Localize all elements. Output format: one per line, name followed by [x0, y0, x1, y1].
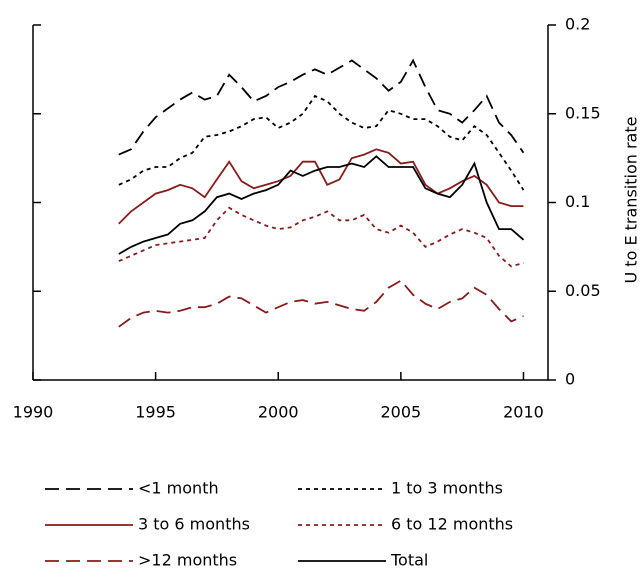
series-line: [118, 279, 524, 328]
legend-label: 1 to 3 months: [391, 479, 503, 498]
legend-label: 3 to 6 months: [138, 515, 250, 534]
y-axis-label: U to E transition rate: [622, 117, 641, 284]
x-tick-label: 2000: [258, 403, 299, 422]
series-line: [118, 148, 524, 225]
y-tick-label: 0.1: [565, 192, 590, 211]
y-tick-label: 0.05: [565, 281, 601, 300]
series-line: [118, 206, 524, 268]
x-tick-label: 2005: [380, 403, 421, 422]
y-tick-label: 0: [565, 370, 575, 389]
x-tick-label: 1990: [13, 403, 54, 422]
legend-label: >12 months: [138, 551, 237, 570]
x-tick-label: 2010: [503, 403, 544, 422]
x-tick-label: 1995: [135, 403, 176, 422]
y-tick-label: 0.15: [565, 103, 601, 122]
legend-label: <1 month: [138, 479, 219, 498]
legend-label: 6 to 12 months: [391, 515, 513, 534]
y-tick-label: 0.2: [565, 15, 590, 34]
legend-label: Total: [390, 551, 428, 570]
series-line: [118, 155, 525, 255]
series-line: [118, 94, 525, 191]
series-line: [118, 58, 525, 156]
